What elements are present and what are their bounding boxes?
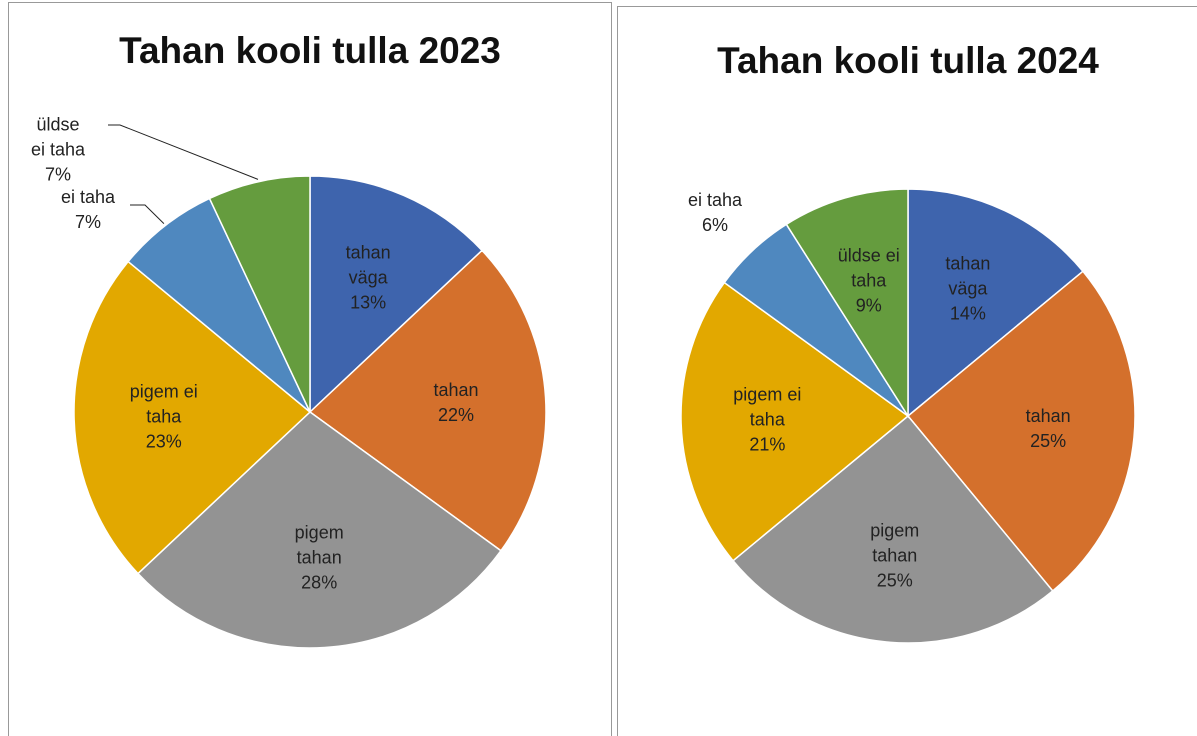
label-category: tahan xyxy=(1025,406,1071,427)
label-category: tahan väga xyxy=(945,253,991,299)
label-category: tahan väga xyxy=(345,242,391,288)
pie-slice xyxy=(906,270,1136,592)
pie-slice xyxy=(127,197,311,413)
pie-slice xyxy=(732,414,1054,644)
pie-slice xyxy=(136,411,502,649)
label-value: 6% xyxy=(701,215,728,235)
pie-slice xyxy=(208,175,311,413)
label-category: ei taha xyxy=(687,190,743,210)
pie-slice xyxy=(680,281,910,562)
label-value: 7% xyxy=(74,212,101,232)
pie-slice xyxy=(73,260,312,575)
label-category: pigem ei taha xyxy=(129,381,198,427)
label-value: 22% xyxy=(438,404,475,425)
data-label: ei taha 6% xyxy=(673,188,757,238)
pie-slice xyxy=(308,249,547,552)
data-label: tahan 25% xyxy=(1006,404,1090,454)
pie-slice xyxy=(785,188,909,419)
label-value: 23% xyxy=(145,431,182,452)
panel-border xyxy=(617,6,1197,736)
leader-line xyxy=(108,124,259,180)
label-value: 25% xyxy=(1030,431,1067,452)
label-value: 13% xyxy=(350,292,387,313)
label-value: 28% xyxy=(301,572,338,593)
data-label: üldse ei taha 9% xyxy=(827,243,911,318)
data-label: tahan väga 14% xyxy=(926,251,1010,326)
label-value: 9% xyxy=(855,295,882,316)
data-label: pigem tahan 25% xyxy=(853,519,937,594)
data-label: tahan väga 13% xyxy=(326,240,410,315)
pie-slice xyxy=(907,188,1084,418)
label-category: tahan xyxy=(433,379,479,400)
data-label: pigem ei taha 23% xyxy=(122,379,206,454)
leader-line xyxy=(130,204,165,225)
data-label: pigem tahan 28% xyxy=(277,521,361,596)
pie-slice xyxy=(309,175,484,414)
label-value: 14% xyxy=(949,303,986,324)
label-value: 7% xyxy=(44,164,71,185)
data-label: ei taha 7% xyxy=(46,185,130,235)
chart-title: Tahan kooli tulla 2023 xyxy=(119,30,501,71)
label-value: 21% xyxy=(749,434,786,455)
data-label: tahan 22% xyxy=(414,378,498,428)
label-category: üldse ei taha xyxy=(837,245,900,291)
label-category: pigem ei taha xyxy=(733,384,802,430)
panel-border xyxy=(8,2,612,736)
label-category: pigem tahan xyxy=(294,522,344,568)
label-value: 25% xyxy=(876,570,913,591)
data-label: pigem ei taha 21% xyxy=(725,383,809,458)
label-category: üldse ei taha xyxy=(30,114,86,160)
chart-title: Tahan kooli tulla 2024 xyxy=(717,40,1099,81)
label-category: ei taha xyxy=(60,187,116,207)
label-category: pigem tahan xyxy=(870,520,920,566)
data-label: üldse ei taha 7% xyxy=(29,113,87,188)
